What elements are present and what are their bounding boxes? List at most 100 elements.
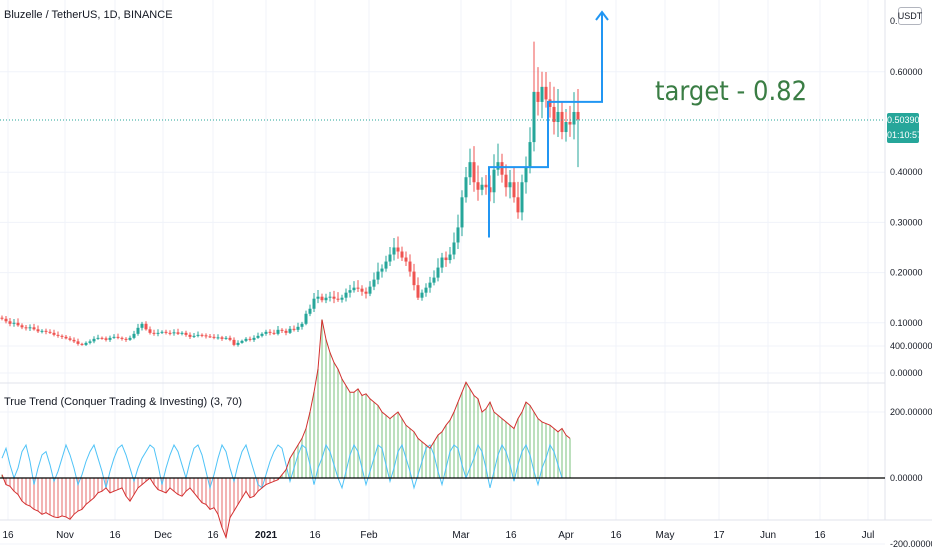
- candle-body: [300, 323, 304, 327]
- price-axis[interactable]: 0.00000 0.10000 0.20000 0.30000 0.40000 0.600…: [890, 16, 923, 378]
- time-axis[interactable]: 16 Nov 16 Dec 16 2021 16 Feb Mar 16 Apr 16 May 17 Jun 1…: [2, 530, 874, 541]
- candle-body: [124, 338, 128, 340]
- candle-body: [428, 282, 432, 288]
- time-tick-label: Nov: [56, 530, 74, 541]
- candle-body: [404, 257, 408, 262]
- candle-body: [520, 182, 524, 213]
- candle-body: [552, 106, 556, 122]
- candle-body: [248, 338, 252, 340]
- candle-body: [340, 297, 344, 300]
- candle-body: [348, 290, 352, 293]
- time-tick-label: Feb: [360, 530, 378, 541]
- candle-body: [160, 331, 164, 333]
- candle-body: [456, 227, 460, 243]
- candle-body: [420, 292, 424, 298]
- candle-body: [528, 142, 532, 168]
- candle-body: [32, 327, 36, 330]
- candle-body: [392, 247, 396, 255]
- price-tick-label: 0.40000: [890, 167, 923, 177]
- candle-body: [132, 333, 136, 338]
- candle-body: [192, 335, 196, 337]
- candle-body: [36, 329, 40, 332]
- candle-body: [272, 332, 276, 334]
- candle-body: [304, 313, 308, 324]
- price-tick-label: 0.20000: [890, 268, 923, 278]
- candle-body: [368, 286, 372, 294]
- time-tick-label: 17: [713, 530, 725, 541]
- candlestick-series: [0, 41, 580, 347]
- candle-body: [144, 323, 148, 330]
- candle-body: [100, 337, 104, 339]
- candle-body: [8, 321, 12, 324]
- candle-body: [156, 332, 160, 334]
- candle-body: [80, 343, 84, 345]
- candle-body: [232, 339, 236, 345]
- time-tick-label: 2021: [255, 530, 278, 541]
- candle-body: [548, 99, 552, 107]
- candle-body: [424, 287, 428, 293]
- candle-body: [112, 336, 116, 338]
- time-tick-label: 16: [2, 530, 14, 541]
- target-annotation[interactable]: [488, 10, 609, 238]
- candle-body: [12, 322, 16, 324]
- candle-body: [464, 177, 468, 198]
- candle-body: [252, 337, 256, 340]
- candle-body: [264, 331, 268, 334]
- candle-body: [72, 339, 76, 342]
- candle-body: [448, 254, 452, 261]
- candle-body: [216, 337, 220, 339]
- candle-body: [280, 329, 284, 331]
- candle-body: [180, 332, 184, 334]
- oscillator-axis[interactable]: 400.00000 200.00000 0.00000 -200.00000: [890, 341, 932, 549]
- price-tick-label: 0.30000: [890, 217, 923, 227]
- price-tick-label: 0.: [890, 16, 898, 26]
- candle-body: [436, 267, 440, 278]
- candle-body: [396, 247, 400, 252]
- candle-body: [360, 288, 364, 292]
- candle-body: [576, 111, 580, 120]
- time-tick-label: 16: [109, 530, 121, 541]
- candle-body: [308, 308, 312, 314]
- candle-body: [224, 337, 228, 339]
- candle-body: [316, 296, 320, 299]
- candle-body: [568, 122, 572, 125]
- candle-body: [116, 336, 120, 338]
- candle-body: [68, 338, 72, 340]
- candle-body: [544, 86, 548, 100]
- candle-body: [260, 333, 264, 336]
- time-tick-label: Jun: [760, 530, 776, 541]
- time-tick-label: 16: [309, 530, 321, 541]
- target-annotation-text: target - 0.82: [655, 76, 807, 107]
- candle-body: [52, 332, 56, 335]
- candle-body: [472, 162, 476, 183]
- candle-body: [324, 297, 328, 301]
- candle-body: [96, 337, 100, 339]
- candle-body: [24, 327, 28, 329]
- current-price-label: 0.50390 01:10:57: [887, 113, 922, 143]
- candle-body: [364, 291, 368, 294]
- candle-body: [88, 341, 92, 343]
- candle-body: [84, 342, 88, 345]
- candle-body: [468, 162, 472, 178]
- candle-body: [492, 169, 496, 193]
- currency-button[interactable]: USDT: [898, 7, 922, 25]
- candle-body: [288, 328, 292, 333]
- candle-body: [268, 331, 272, 333]
- candle-body: [484, 184, 488, 188]
- candle-body: [540, 86, 544, 102]
- candle-body: [376, 271, 380, 280]
- candle-body: [44, 330, 48, 332]
- price-tick-label: 0.00000: [890, 368, 923, 378]
- candle-body: [336, 298, 340, 300]
- candle-body: [64, 336, 68, 339]
- candle-body: [240, 340, 244, 343]
- indicator-title[interactable]: True Trend (Conquer Trading & Investing)…: [4, 396, 243, 408]
- target-arrowhead: [595, 10, 609, 21]
- time-tick-label: Mar: [452, 530, 470, 541]
- symbol-title: Bluzelle / TetherUS, 1D, BINANCE: [4, 9, 173, 21]
- time-tick-label: Apr: [558, 530, 574, 541]
- candle-body: [408, 261, 412, 272]
- candle-body: [200, 334, 204, 336]
